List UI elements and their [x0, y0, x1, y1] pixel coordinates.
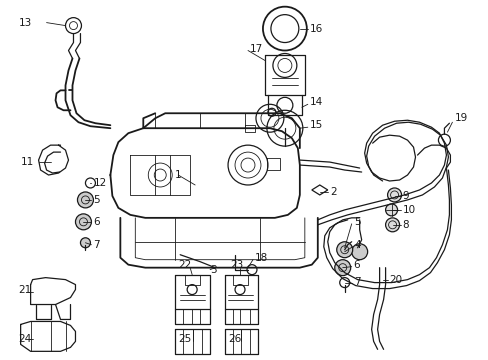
Text: 13: 13	[19, 18, 32, 28]
Text: 12: 12	[93, 178, 106, 188]
Text: 3: 3	[210, 265, 216, 275]
Text: 5: 5	[93, 195, 100, 205]
Text: 6: 6	[93, 217, 100, 227]
Text: 26: 26	[227, 334, 241, 345]
Text: 14: 14	[309, 97, 323, 107]
Text: 7: 7	[353, 276, 360, 287]
Circle shape	[77, 192, 93, 208]
Text: 20: 20	[389, 275, 402, 285]
Text: 9: 9	[402, 191, 408, 201]
Text: 23: 23	[229, 260, 243, 270]
Text: 11: 11	[20, 157, 34, 167]
Text: 6: 6	[353, 260, 360, 270]
Text: 22: 22	[178, 260, 191, 270]
Circle shape	[75, 214, 91, 230]
Text: 24: 24	[19, 334, 32, 345]
Text: 16: 16	[309, 24, 323, 33]
Circle shape	[387, 188, 401, 202]
Text: 19: 19	[453, 113, 467, 123]
Text: 4: 4	[354, 240, 361, 250]
Text: 1: 1	[175, 170, 182, 180]
Circle shape	[336, 242, 352, 258]
Text: 18: 18	[254, 253, 268, 263]
Text: 7: 7	[93, 240, 100, 250]
Circle shape	[81, 238, 90, 248]
Text: 10: 10	[402, 205, 415, 215]
Circle shape	[334, 260, 350, 276]
Text: 5: 5	[353, 217, 360, 227]
Text: 8: 8	[402, 220, 408, 230]
Text: 25: 25	[178, 334, 191, 345]
Circle shape	[351, 244, 367, 260]
Circle shape	[385, 218, 399, 232]
Circle shape	[385, 204, 397, 216]
Text: 15: 15	[309, 120, 323, 130]
Text: 17: 17	[249, 44, 263, 54]
Text: 21: 21	[19, 284, 32, 294]
Text: 2: 2	[329, 187, 336, 197]
